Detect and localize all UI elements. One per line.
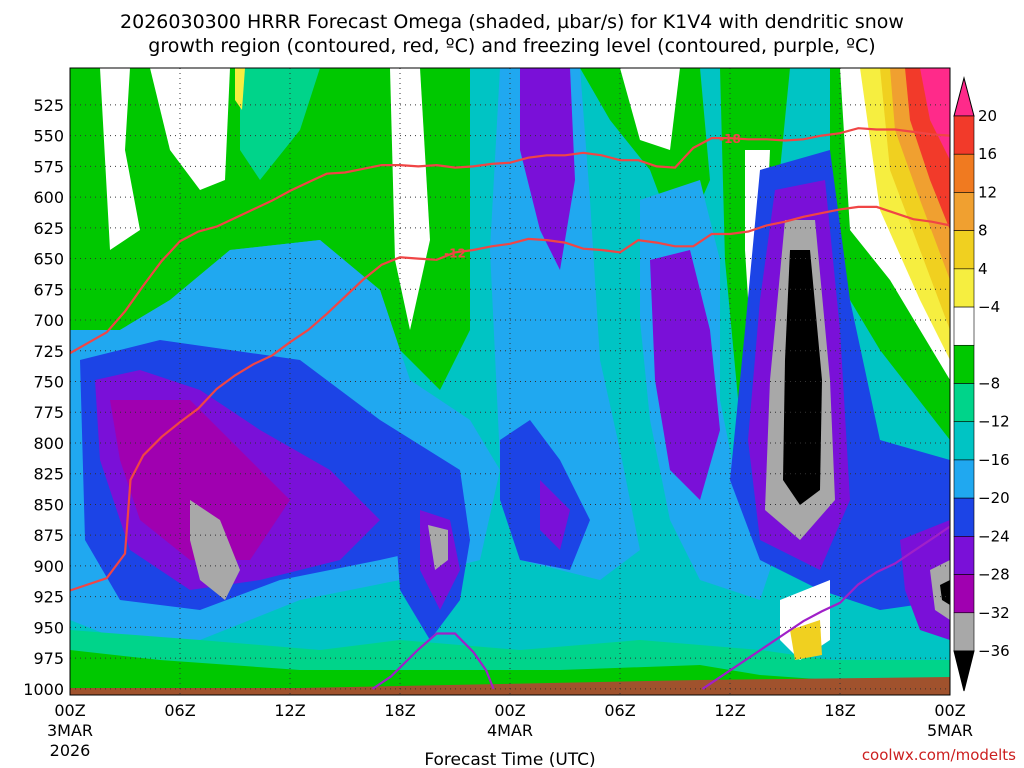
y-tick-label: 900 [33,557,64,576]
y-tick-label: 625 [33,219,64,238]
colorbar-bin [953,574,975,614]
y-tick-label: 800 [33,434,64,453]
x-tick-date: 3MAR [47,721,93,740]
x-tick-label: 00Z [54,701,85,720]
colorbar-label: −16 [978,451,1010,469]
colorbar-bin [953,306,975,346]
colorbar-label: −20 [978,489,1010,507]
y-tick-label: 775 [33,403,64,422]
y-tick-label: 600 [33,188,64,207]
dgz-contour-minus12 [70,205,950,592]
colorbar-bin [953,115,975,155]
y-tick-label: 850 [33,495,64,514]
colorbar-bin [953,153,975,193]
y-tick-label: 925 [33,588,64,607]
colorbar-bin [953,459,975,499]
y-tick-label: 675 [33,280,64,299]
credit-text: coolwx.com/modelts [862,746,1016,764]
colorbar: 20 16 12 8 4 −4 −8 −12 −16 −20 −24 −28 −32 −36 [953,76,1010,692]
chart-title-line2: growth region (contoured, red, ºC) and f… [148,35,875,57]
colorbar-label: −32 [978,604,1010,622]
x-tick-label: 12Z [714,701,745,720]
plot-frame [69,67,951,696]
x-tick-label: 12Z [274,701,305,720]
y-tick-label: 975 [33,649,64,668]
x-tick-label: 00Z [934,701,965,720]
x-axis-label: Forecast Time (UTC) [424,750,595,768]
y-tick-label: 550 [33,127,64,146]
y-tick-label: 750 [33,373,64,392]
colorbar-bin [953,268,975,308]
x-tick-label: 18Z [824,701,855,720]
colorbar-bottom-arrow [953,650,975,692]
colorbar-bin [953,192,975,231]
x-tick-label: 18Z [384,701,415,720]
colorbar-label: −28 [978,566,1010,584]
y-tick-label: 875 [33,526,64,545]
colorbar-top-arrow [953,76,975,117]
dgz-contour-minus18-label: -18 [719,132,741,146]
y-tick-label: 1000 [23,680,64,699]
colorbar-label: 20 [978,107,997,125]
freezing-level-contour [371,632,495,690]
contour-layer: -18 -12 [70,127,950,690]
y-tick-label: 575 [33,157,64,176]
x-tick-label: 06Z [604,701,635,720]
colorbar-label: −12 [978,413,1010,431]
y-tick-label: 950 [33,618,64,637]
y-axis-ticks: 525 550 575 600 625 650 675 700 725 750 775 800 825 8… [23,96,64,699]
y-tick-label: 700 [33,311,64,330]
y-tick-label: 825 [33,465,64,484]
y-tick-label: 525 [33,96,64,115]
colorbar-label: −4 [978,298,1000,316]
colorbar-bin [953,383,975,423]
colorbar-label: −8 [978,375,1000,393]
plot-grid [70,68,950,695]
x-tick-date: 5MAR [927,721,973,740]
freezing-level-contour [701,525,950,690]
colorbar-bin [953,536,975,575]
dgz-contour-minus12-label: -12 [444,246,466,260]
colorbar-bin [953,612,975,652]
y-tick-label: 650 [33,250,64,269]
colorbar-label: −24 [978,527,1010,545]
y-tick-label: 725 [33,342,64,361]
colorbar-label: 12 [978,183,997,201]
colorbar-label: −36 [978,642,1010,660]
colorbar-label: 4 [978,260,988,278]
x-tick-year: 2026 [50,741,91,760]
colorbar-bin [953,421,975,461]
colorbar-label: 16 [978,145,997,163]
omega-shading [70,68,950,695]
dgz-contour-minus18 [70,127,950,355]
x-tick-date: 4MAR [487,721,533,740]
colorbar-bin [953,230,975,270]
colorbar-bin [953,344,975,384]
colorbar-label: 8 [978,222,988,240]
colorbar-bin [953,497,975,537]
x-tick-label: 06Z [164,701,195,720]
x-tick-label: 00Z [494,701,525,720]
chart-title-line1: 2026030300 HRRR Forecast Omega (shaded, … [120,11,904,33]
